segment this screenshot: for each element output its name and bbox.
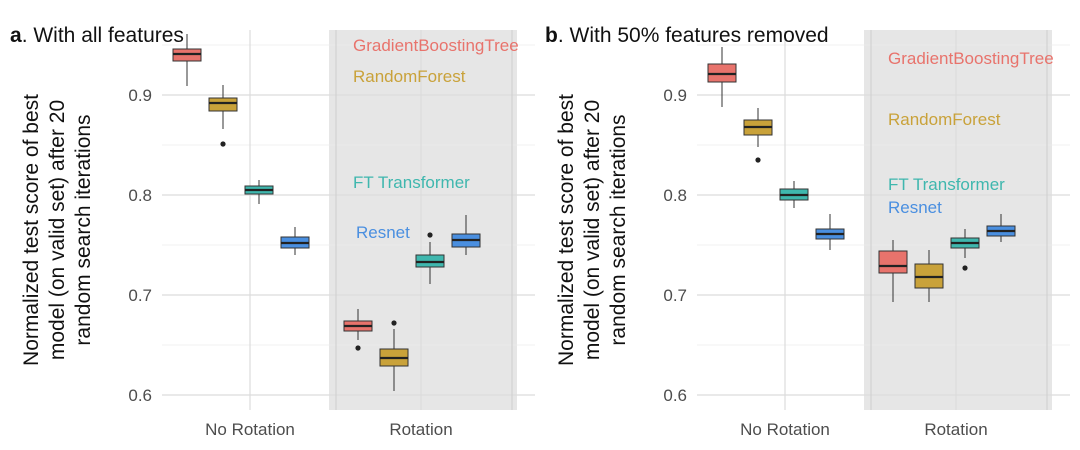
series-annotation-resnet: Resnet — [356, 223, 410, 242]
outlier-point — [391, 320, 397, 326]
box-resnet-no-rotation — [815, 214, 845, 250]
panel-letter: b — [545, 24, 558, 47]
y-axis-label-line: model (on valid set) after 20 — [46, 100, 69, 360]
series-annotation-gradientboostingtree: GradientBoostingTree — [888, 49, 1054, 68]
box-ft-transformer-rotation — [415, 232, 445, 284]
box-resnet-rotation — [986, 214, 1016, 242]
panel-title: b. With 50% features removed — [545, 24, 829, 47]
panel-title-text: . With all features — [22, 24, 184, 47]
x-tick-label: No Rotation — [740, 420, 830, 439]
panel-letter: a — [10, 24, 22, 47]
rotation-shade — [329, 30, 517, 410]
box-resnet-rotation — [451, 215, 481, 255]
box-resnet-no-rotation — [280, 227, 310, 255]
x-tick-label: No Rotation — [205, 420, 295, 439]
rotation-shade — [864, 30, 1052, 410]
series-annotation-ft-transformer: FT Transformer — [353, 173, 470, 192]
y-axis-label-line: random search iterations — [607, 114, 630, 345]
box-randomforest-rotation — [914, 250, 944, 302]
outlier-point — [755, 157, 761, 163]
outlier-point — [355, 345, 361, 351]
outlier-point — [220, 141, 226, 147]
x-tick-label: Rotation — [389, 420, 452, 439]
box-gradientboostingtree-no-rotation — [707, 47, 737, 107]
box-body — [878, 250, 908, 274]
box-body — [208, 97, 238, 112]
series-annotation-ft-transformer: FT Transformer — [888, 175, 1005, 194]
x-tick-label: Rotation — [924, 420, 987, 439]
panel-title-text: . With 50% features removed — [558, 24, 829, 47]
y-axis-label-line: model (on valid set) after 20 — [581, 100, 604, 360]
y-tick-label: 0.7 — [663, 286, 687, 305]
y-axis-label-line: Normalized test score of best — [555, 94, 578, 366]
y-tick-label: 0.6 — [663, 386, 687, 405]
panel-b: 0.6 0.7 0.8 0.9 No Rotation Rotation b. With 5… — [545, 24, 1070, 439]
y-axis-label-line: random search iterations — [72, 114, 95, 345]
outlier-point — [427, 232, 433, 238]
y-axis-label-line: Normalized test score of best — [20, 94, 43, 366]
box-ft-transformer-rotation — [950, 229, 980, 271]
series-annotation-gradientboostingtree: GradientBoostingTree — [353, 36, 519, 55]
outlier-point — [962, 265, 968, 271]
y-tick-label: 0.6 — [128, 386, 152, 405]
series-annotation-resnet: Resnet — [888, 198, 942, 217]
box-gradientboostingtree-rotation — [878, 240, 908, 302]
box-randomforest-rotation — [379, 320, 409, 391]
box-ft-transformer-no-rotation — [244, 180, 274, 204]
y-tick-label: 0.9 — [128, 86, 152, 105]
y-tick-label: 0.8 — [663, 186, 687, 205]
y-tick-label: 0.9 — [663, 86, 687, 105]
box-randomforest-no-rotation — [743, 108, 773, 163]
box-randomforest-no-rotation — [208, 85, 238, 147]
box-ft-transformer-no-rotation — [779, 181, 809, 208]
y-tick-label: 0.8 — [128, 186, 152, 205]
box-gradientboostingtree-rotation — [343, 309, 373, 351]
panel-a: 0.6 0.7 0.8 0.9 No Rotation Rotation a. With a… — [10, 24, 535, 439]
series-annotation-randomforest: RandomForest — [353, 67, 466, 86]
y-tick-label: 0.7 — [128, 286, 152, 305]
series-annotation-randomforest: RandomForest — [888, 110, 1001, 129]
panel-title: a. With all features — [10, 24, 184, 47]
box-gradientboostingtree-no-rotation — [172, 34, 202, 86]
